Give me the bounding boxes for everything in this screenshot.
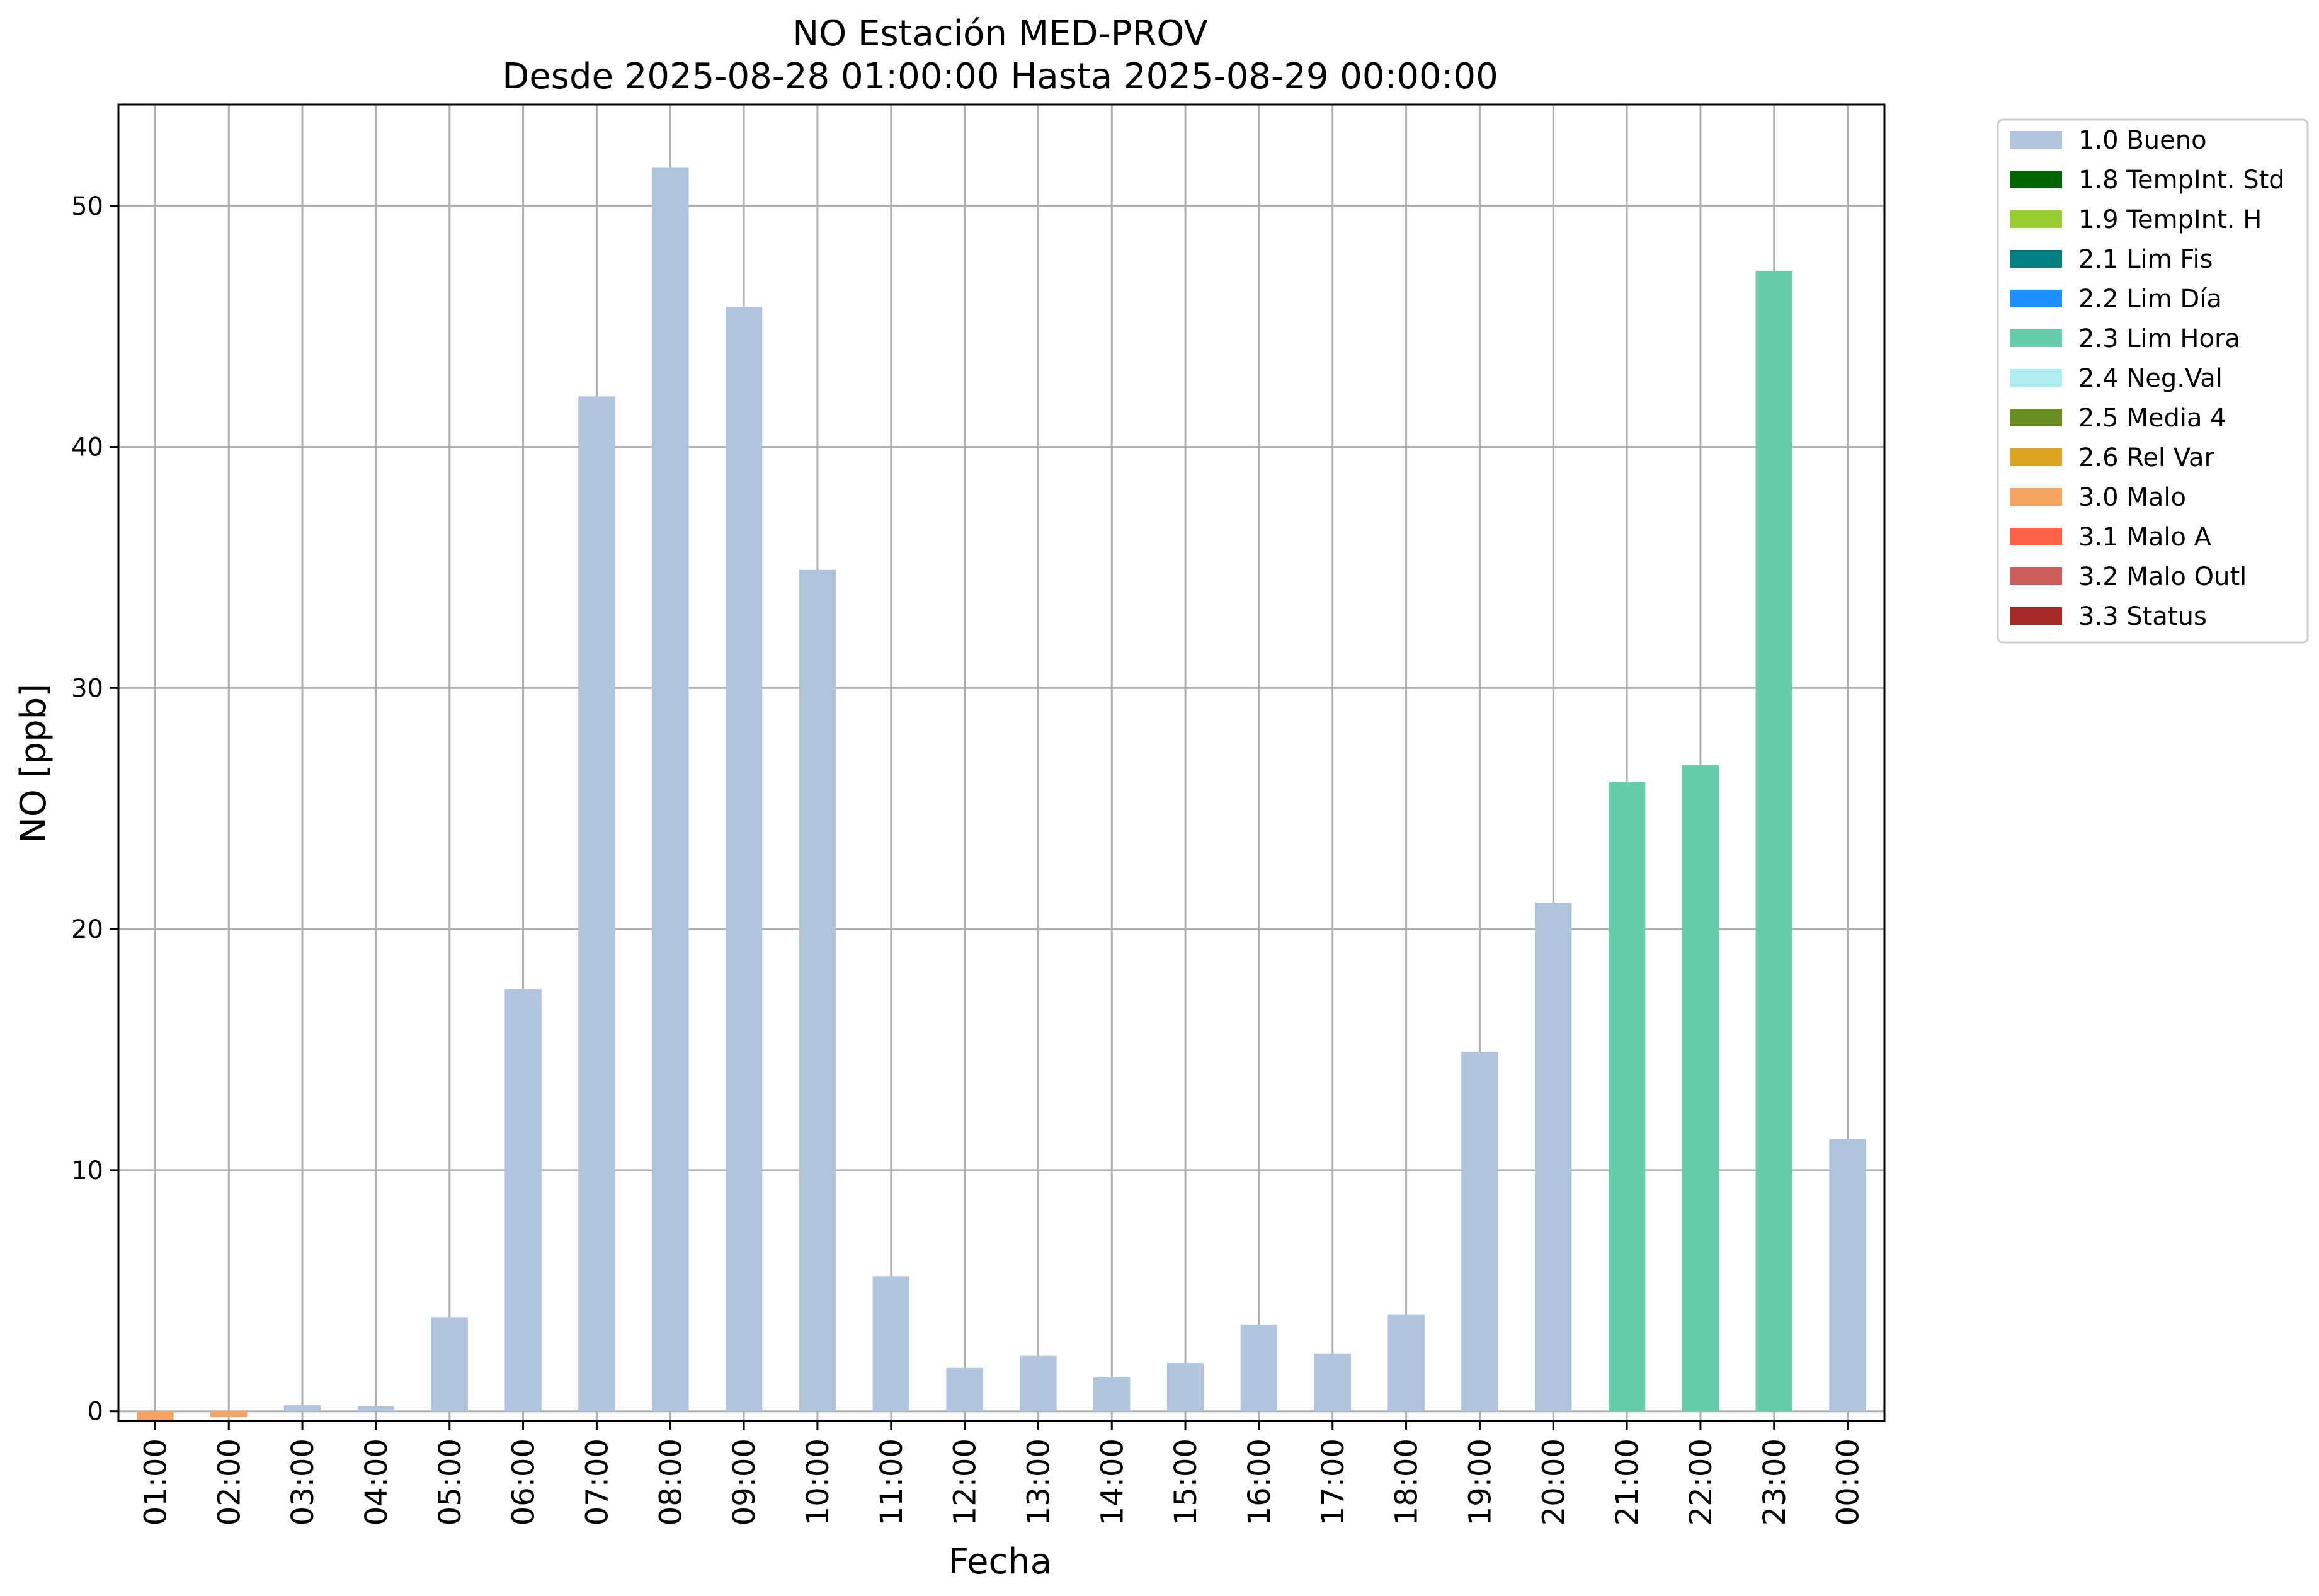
x-tick-label: 21:00 — [1610, 1439, 1645, 1525]
legend: 1.0 Bueno 1.8 TempInt. Std 1.9 TempInt. H 2… — [1997, 118, 2309, 644]
x-tick-label: 15:00 — [1168, 1439, 1204, 1525]
x-tick-label: 09:00 — [727, 1439, 762, 1525]
chart-title-line-1: NO Estación MED-PROV — [792, 13, 1208, 54]
legend-label: 1.0 Bueno — [2078, 126, 2207, 155]
bar — [578, 396, 615, 1411]
bar — [210, 1411, 248, 1418]
bar — [431, 1317, 468, 1411]
x-tick-label: 20:00 — [1536, 1439, 1571, 1525]
legend-label: 2.5 Media 4 — [2078, 404, 2226, 433]
bar — [1608, 782, 1646, 1411]
bar — [1166, 1363, 1204, 1411]
legend-frame — [1997, 118, 2309, 644]
bar — [946, 1367, 983, 1411]
legend-swatch — [2010, 250, 2062, 268]
x-tick-label: 03:00 — [285, 1439, 321, 1525]
legend-label: 3.3 Status — [2078, 602, 2207, 631]
legend-label: 1.9 TempInt. H — [2078, 205, 2262, 234]
x-tick-label: 01:00 — [138, 1439, 173, 1525]
legend-label: 1.8 TempInt. Std — [2078, 166, 2285, 195]
y-tick-label: 0 — [88, 1398, 103, 1427]
x-tick-label: 06:00 — [506, 1439, 542, 1525]
y-axis-label: NO [ppb] — [13, 683, 54, 843]
legend-swatch — [2010, 528, 2062, 545]
legend-swatch — [2010, 409, 2062, 426]
legend-swatch — [2010, 369, 2062, 387]
legend-label: 2.2 Lim Día — [2078, 285, 2222, 314]
bar — [1020, 1355, 1057, 1411]
x-tick-label: 11:00 — [874, 1439, 909, 1525]
legend-label: 3.2 Malo Outl — [2078, 562, 2247, 591]
x-tick-label: 22:00 — [1684, 1439, 1719, 1525]
bar — [1461, 1052, 1498, 1411]
bar — [504, 989, 542, 1411]
bar — [357, 1406, 395, 1411]
bar — [1535, 903, 1572, 1411]
y-tick-label: 10 — [71, 1156, 103, 1185]
x-tick-label: 00:00 — [1831, 1439, 1866, 1525]
y-axis-ticks: 0 10 20 30 40 50 — [71, 192, 118, 1427]
legend-swatch — [2010, 210, 2062, 228]
bar — [1240, 1324, 1278, 1411]
bar — [652, 167, 689, 1411]
chart-title-line-2: Desde 2025-08-28 01:00:00 Hasta 2025-08-… — [502, 56, 1498, 97]
bar — [1755, 271, 1792, 1411]
legend-label: 2.3 Lim Hora — [2078, 324, 2240, 353]
legend-label: 2.1 Lim Fis — [2078, 245, 2213, 274]
x-tick-label: 02:00 — [212, 1439, 247, 1525]
legend-swatch — [2010, 171, 2062, 188]
x-tick-label: 14:00 — [1095, 1439, 1130, 1525]
x-tick-label: 19:00 — [1462, 1439, 1498, 1525]
legend-swatch — [2010, 448, 2062, 466]
legend-swatch — [2010, 567, 2062, 585]
bars — [137, 167, 1866, 1421]
x-tick-label: 12:00 — [948, 1439, 983, 1525]
y-tick-label: 50 — [71, 192, 103, 221]
y-tick-label: 20 — [71, 915, 103, 944]
y-tick-label: 40 — [71, 433, 103, 462]
bar — [1829, 1139, 1866, 1411]
legend-swatch — [2010, 131, 2062, 149]
legend-label: 3.0 Malo — [2078, 483, 2186, 512]
bar — [1682, 765, 1719, 1411]
x-tick-label: 05:00 — [433, 1439, 468, 1525]
x-tick-label: 13:00 — [1021, 1439, 1056, 1525]
x-tick-label: 18:00 — [1389, 1439, 1425, 1525]
bar — [137, 1411, 174, 1421]
x-axis-ticks: 01:00 02:00 03:00 04:00 05:00 06:00 07:00 08:00… — [138, 1421, 1866, 1525]
legend-label: 2.4 Neg.Val — [2078, 364, 2223, 393]
y-tick-label: 30 — [71, 674, 103, 703]
x-tick-label: 23:00 — [1757, 1439, 1792, 1525]
bar — [1093, 1377, 1131, 1411]
bar — [872, 1276, 909, 1411]
x-tick-label: 16:00 — [1242, 1439, 1277, 1525]
legend-swatch — [2010, 329, 2062, 347]
legend-swatch — [2010, 290, 2062, 307]
bar — [1314, 1353, 1351, 1411]
x-tick-label: 10:00 — [801, 1439, 836, 1525]
bar — [1387, 1314, 1425, 1411]
legend-swatch — [2010, 607, 2062, 625]
x-tick-label: 17:00 — [1316, 1439, 1351, 1525]
plot-frame — [117, 103, 1886, 1422]
bar — [725, 307, 763, 1411]
x-tick-label: 04:00 — [359, 1439, 394, 1525]
x-tick-label: 07:00 — [579, 1439, 615, 1525]
x-axis-label: Fecha — [949, 1541, 1052, 1582]
legend-label: 2.6 Rel Var — [2078, 443, 2215, 472]
x-tick-label: 08:00 — [653, 1439, 688, 1525]
bar — [283, 1405, 321, 1411]
bar — [799, 569, 836, 1411]
legend-label: 3.1 Malo A — [2078, 523, 2212, 552]
legend-swatch — [2010, 488, 2062, 506]
